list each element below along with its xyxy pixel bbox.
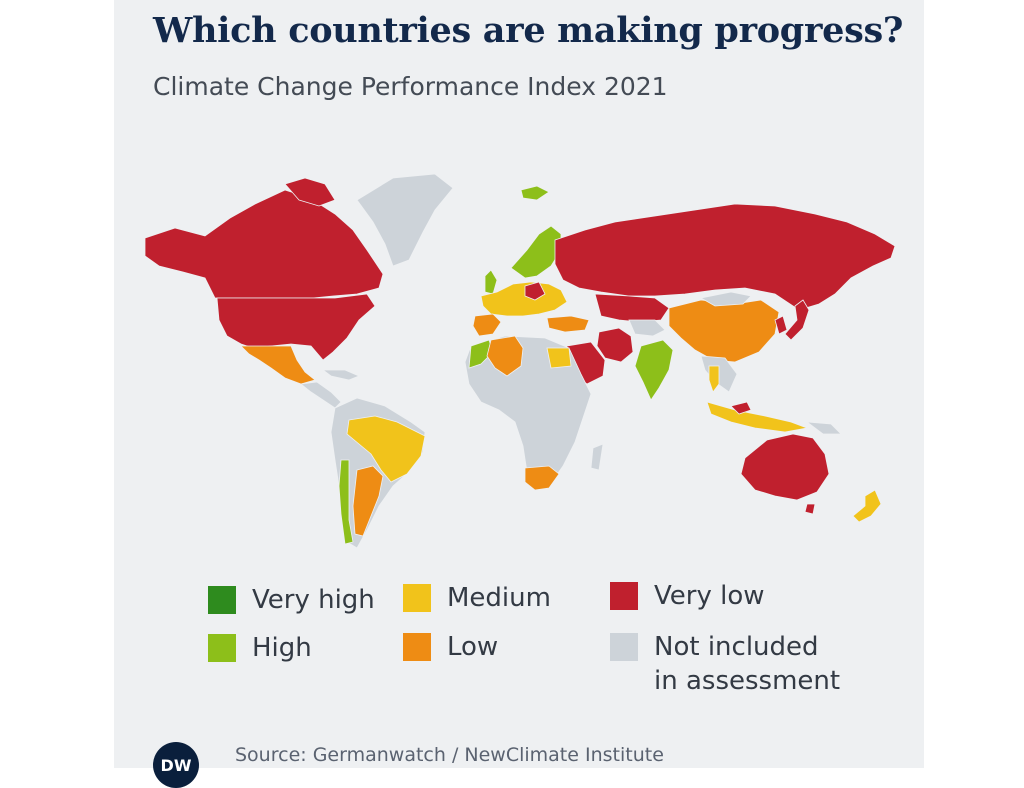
region-thailand <box>708 365 720 393</box>
region-iceland <box>520 185 550 201</box>
region-algeria <box>486 335 524 377</box>
legend-swatch-low <box>403 633 431 661</box>
region-brazil <box>346 415 426 483</box>
region-central-america <box>300 381 342 409</box>
legend-swatch-medium <box>403 584 431 612</box>
legend-label-high: High <box>252 633 312 663</box>
region-scandinavia <box>510 225 562 279</box>
region-iran <box>596 327 634 363</box>
legend-item-low: Low <box>403 630 498 664</box>
region-poland-czech <box>524 281 546 301</box>
legend-swatch-very-high <box>208 586 236 614</box>
legend-label-very-low: Very low <box>654 581 765 611</box>
legend-swatch-not-included <box>610 633 638 661</box>
region-turkey <box>546 315 590 333</box>
region-iberia <box>472 313 502 337</box>
region-china <box>668 299 780 363</box>
region-japan <box>784 299 810 341</box>
region-madagascar <box>590 443 604 471</box>
region-central-asia <box>628 319 666 337</box>
region-mongolia <box>699 291 752 307</box>
region-korea <box>774 315 788 335</box>
legend-label-medium: Medium <box>447 583 551 613</box>
legend-label-not-included: Not included in assessment <box>654 632 841 696</box>
legend-label-very-high: Very high <box>252 585 375 615</box>
legend-label-low: Low <box>447 632 499 662</box>
region-malaysia <box>730 401 752 415</box>
region-russia <box>554 203 896 311</box>
region-uk <box>484 269 498 295</box>
region-new-zealand <box>852 489 882 523</box>
legend-swatch-high <box>208 634 236 662</box>
dw-logo: DW <box>153 742 199 788</box>
legend-item-not-included: Not included in assessment <box>610 630 840 698</box>
region-kazakhstan <box>594 293 670 323</box>
source-text: Source: Germanwatch / NewClimate Institu… <box>235 744 664 766</box>
region-india <box>634 339 674 401</box>
region-indonesia <box>706 401 809 433</box>
region-usa <box>216 293 376 361</box>
region-argentina <box>352 465 384 537</box>
region-australia <box>740 433 830 501</box>
region-papua-new-guinea <box>805 421 842 435</box>
region-caribbean <box>321 369 361 381</box>
page-title: Which countries are making progress? <box>153 10 904 51</box>
legend-item-very-high: Very high <box>208 583 375 617</box>
world-map <box>144 173 896 549</box>
legend-item-high: High <box>208 631 312 665</box>
legend-item-medium: Medium <box>403 581 551 615</box>
region-morocco <box>468 339 494 369</box>
region-greenland <box>356 173 454 267</box>
region-tasmania <box>804 503 816 515</box>
page-subtitle: Climate Change Performance Index 2021 <box>153 72 668 101</box>
region-egypt <box>546 347 572 369</box>
region-chile <box>338 459 354 545</box>
legend-swatch-very-low <box>610 582 638 610</box>
region-canada-islands <box>284 177 336 207</box>
region-canada <box>144 189 384 299</box>
region-south-africa <box>524 465 560 491</box>
legend-item-very-low: Very low <box>610 579 765 613</box>
region-mexico <box>240 345 316 385</box>
